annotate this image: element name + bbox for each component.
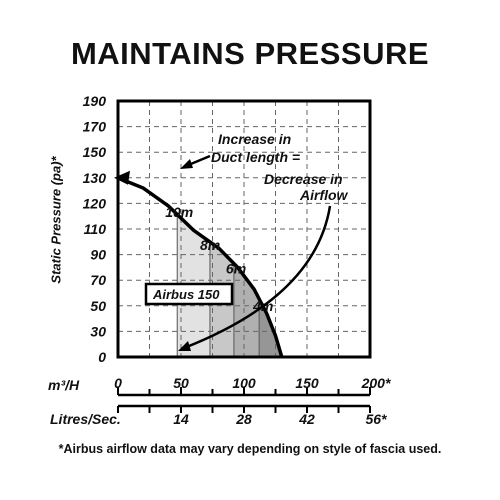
legend-box bbox=[144, 282, 234, 306]
duct-length-label: 6m bbox=[226, 261, 246, 277]
footnote: *Airbus airflow data may vary depending … bbox=[58, 442, 442, 456]
y-tick-label: 50 bbox=[90, 298, 106, 314]
x-axis-2-tick-label: 56* bbox=[365, 411, 387, 427]
y-tick-label: 70 bbox=[90, 272, 106, 288]
x-axis-2-tick-label: 28 bbox=[235, 411, 252, 427]
x-axis-2-tick-label: 14 bbox=[173, 411, 189, 427]
y-tick-label: 90 bbox=[90, 247, 106, 263]
annotation-airflow-line2: Airflow bbox=[299, 187, 349, 203]
y-tick-label: 30 bbox=[90, 323, 106, 339]
duct-length-label: 8m bbox=[200, 237, 220, 253]
annotation-duct-line2: Duct length = bbox=[211, 149, 300, 165]
y-tick-label: 150 bbox=[83, 144, 107, 160]
y-tick-label: 0 bbox=[98, 349, 106, 365]
duct-length-label: 10m bbox=[165, 204, 193, 220]
x-axis-1-tick-label: 150 bbox=[295, 375, 319, 391]
x-axis-2-label: Litres/Sec. bbox=[50, 411, 121, 427]
y-tick-label: 110 bbox=[84, 221, 107, 237]
chart-title: MAINTAINS PRESSURE bbox=[70, 36, 430, 71]
curve-arrowhead bbox=[114, 170, 130, 185]
annotation-airflow-line1: Decrease in bbox=[264, 171, 343, 187]
legend-label: Airbus 150 bbox=[152, 287, 220, 302]
x-axis-1-tick-label: 50 bbox=[173, 375, 189, 391]
airflow-curve bbox=[117, 176, 284, 358]
x-axis-1-label: m³/H bbox=[48, 377, 80, 393]
x-axis-1-tick-label: 200* bbox=[361, 375, 391, 391]
arrow-airflow bbox=[178, 205, 332, 351]
y-tick-label: 170 bbox=[83, 119, 107, 135]
x-axis-1-tick-label: 100 bbox=[232, 375, 256, 391]
x-axis-1-tick-label: 0 bbox=[114, 375, 122, 391]
y-tick-label: 190 bbox=[83, 93, 107, 109]
y-tick-label: 120 bbox=[83, 195, 107, 211]
y-tick-label: 130 bbox=[83, 170, 107, 186]
arrow-duct-length bbox=[180, 154, 211, 169]
plot-frame bbox=[116, 99, 372, 359]
annotation-duct-line1: Increase in bbox=[218, 131, 291, 147]
x-axis-2-tick-label: 42 bbox=[298, 411, 315, 427]
